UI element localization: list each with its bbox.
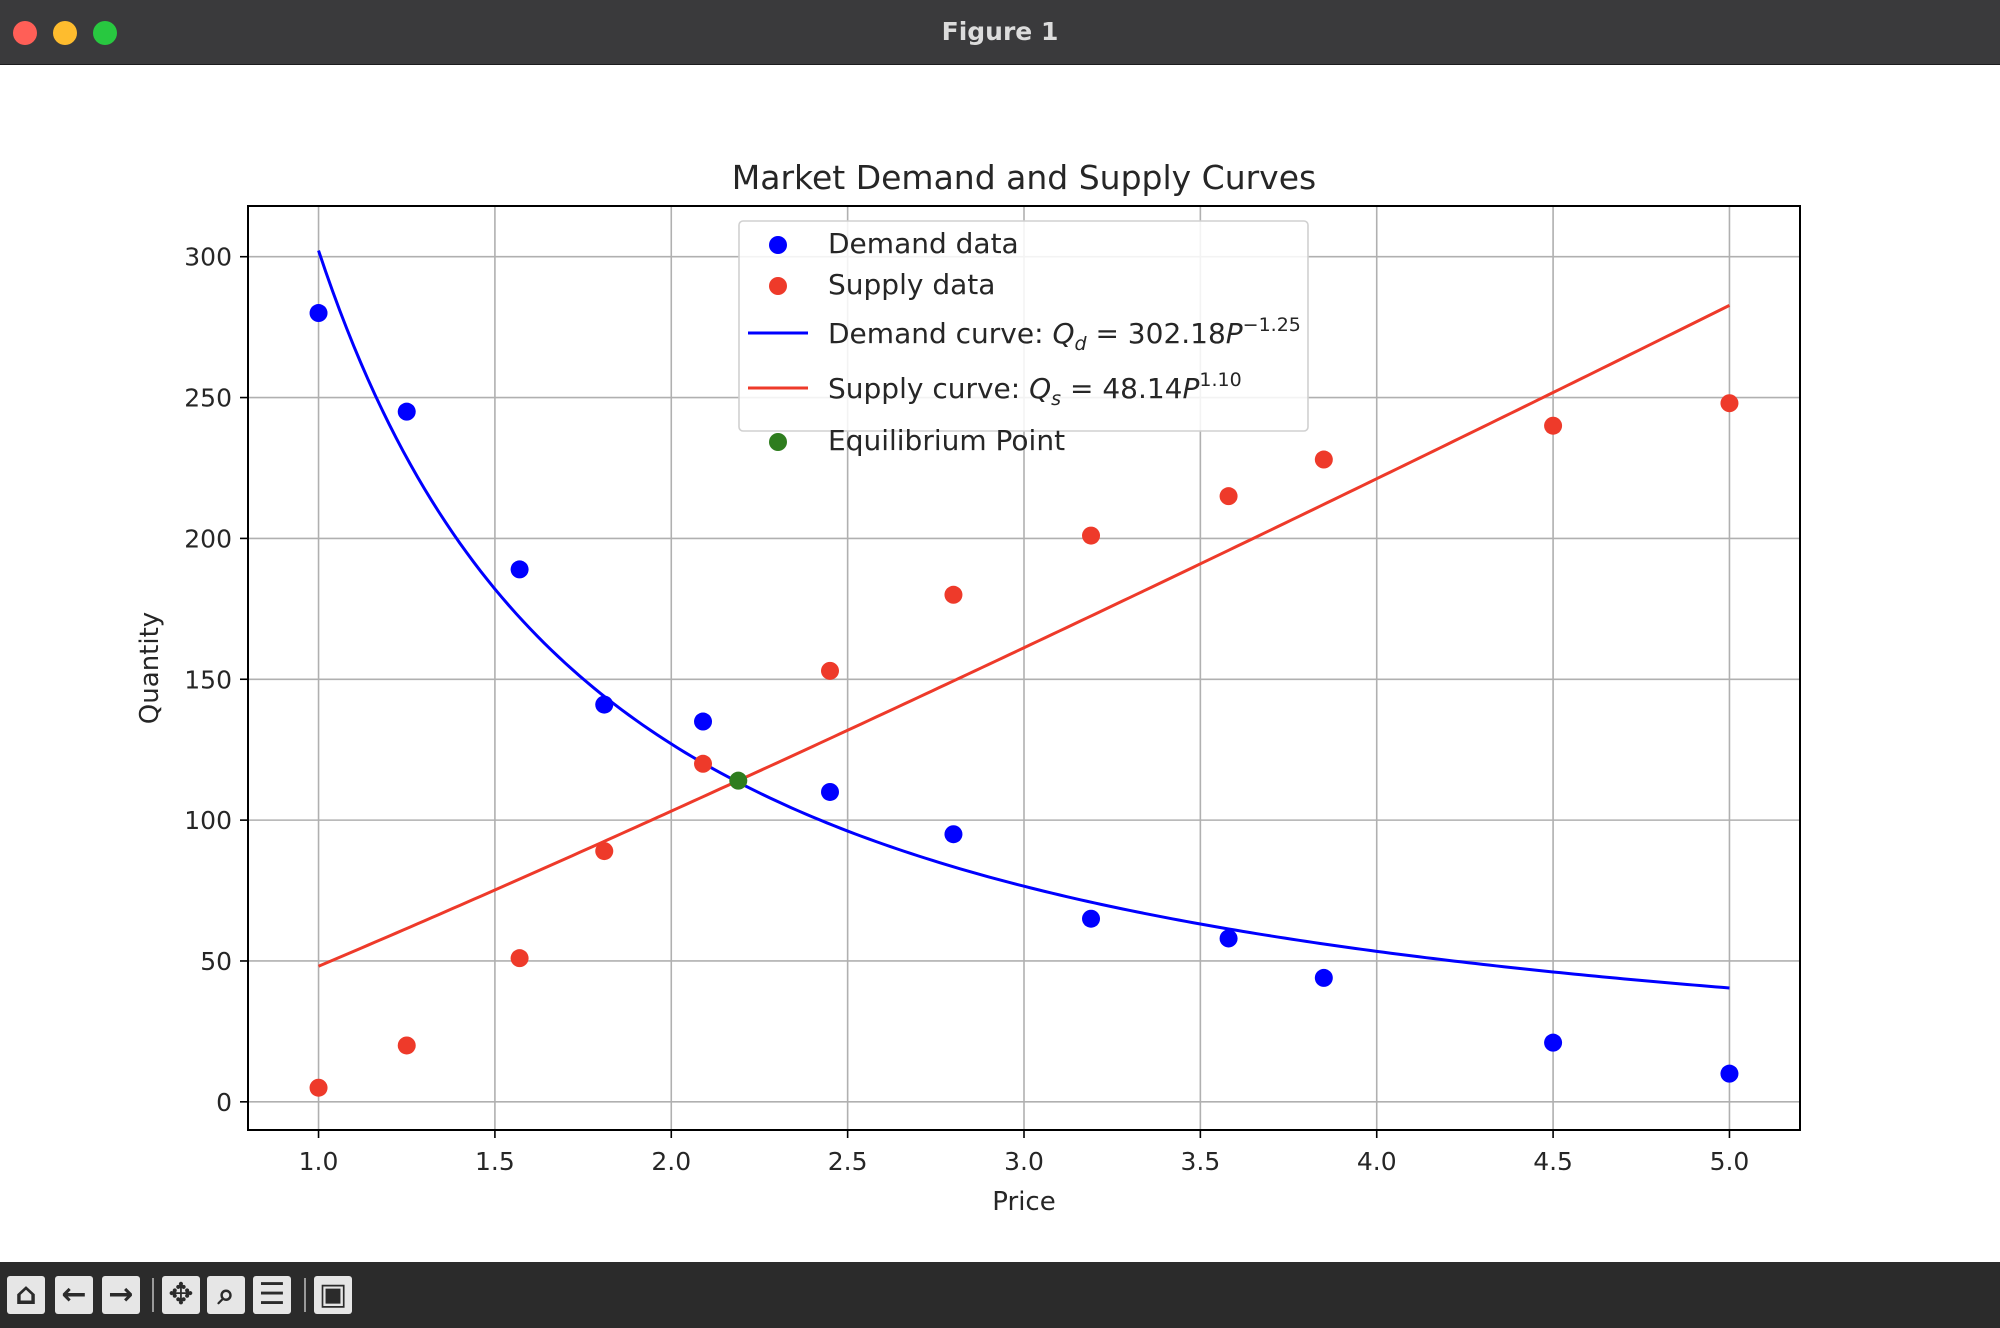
zoom-button[interactable]: ⌕ (207, 1276, 245, 1314)
data-point[interactable] (1314, 450, 1333, 469)
y-tick-label: 100 (184, 806, 232, 835)
data-point[interactable] (1219, 487, 1238, 506)
sliders-icon: ☰ (258, 1277, 286, 1312)
x-tick-label: 3.0 (1004, 1147, 1044, 1176)
data-point[interactable] (694, 712, 713, 731)
series-supply-data (309, 394, 1739, 1097)
data-point[interactable] (1082, 526, 1101, 545)
series-line-302.18 (317, 250, 1730, 990)
data-point[interactable] (944, 825, 963, 844)
series-demand-data (309, 304, 1739, 1083)
forward-button[interactable]: → (102, 1276, 140, 1314)
data-point[interactable] (1544, 416, 1563, 435)
legend-entry-label: Demand data (828, 227, 1019, 260)
x-tick-label: 4.0 (1357, 1147, 1397, 1176)
data-point[interactable] (510, 560, 529, 579)
y-tick-label: 0 (216, 1088, 232, 1117)
data-point[interactable] (510, 949, 529, 968)
arrow-left-icon: ← (61, 1277, 87, 1312)
y-tick-label: 50 (200, 947, 232, 976)
x-tick-label: 5.0 (1710, 1147, 1750, 1176)
magnifier-icon: ⌕ (217, 1277, 235, 1312)
data-point[interactable] (309, 1078, 328, 1097)
home-button[interactable]: ⌂ (7, 1276, 45, 1314)
legend-entry-label: Equilibrium Point (828, 424, 1065, 457)
data-point[interactable] (397, 1036, 416, 1055)
data-point[interactable] (729, 771, 748, 790)
arrow-right-icon: → (108, 1277, 134, 1312)
legend-marker (769, 433, 787, 451)
toolbar-separator (152, 1278, 154, 1312)
x-tick-label: 2.0 (651, 1147, 691, 1176)
close-window-button[interactable] (13, 21, 37, 45)
data-point[interactable] (595, 695, 614, 714)
data-point[interactable] (1219, 929, 1238, 948)
minimize-window-button[interactable] (53, 21, 77, 45)
data-point[interactable] (944, 585, 963, 604)
legend-entry-label: Demand curve: Qd = 302.18P−1.25 (828, 314, 1301, 355)
home-icon: ⌂ (15, 1277, 37, 1312)
y-tick-label: 300 (184, 243, 232, 272)
data-point[interactable] (821, 782, 839, 801)
x-tick-label: 1.5 (475, 1147, 515, 1176)
data-point[interactable] (821, 661, 839, 680)
y-tick-label: 150 (184, 665, 232, 694)
move-icon: ✥ (168, 1277, 194, 1312)
data-point[interactable] (595, 842, 614, 861)
y-tick-label: 250 (184, 384, 232, 413)
x-axis-label: Price (992, 1187, 1055, 1217)
x-tick-label: 3.5 (1180, 1147, 1220, 1176)
series-equilibrium-point (729, 771, 748, 790)
x-tick-label: 2.5 (828, 1147, 868, 1176)
legend-marker (769, 277, 787, 295)
data-point[interactable] (1544, 1033, 1563, 1052)
series-line-48.14 (317, 304, 1731, 968)
data-point[interactable] (694, 754, 713, 773)
chart[interactable]: 1.0 1.5 2.0 2.5 3.0 3.5 4.0 4.5 5.0 0 50 100 150 200 2… (0, 65, 2000, 1262)
legend[interactable]: Demand data Supply data Demand curve: Qd =… (738, 220, 1309, 457)
maximize-window-button[interactable] (93, 21, 117, 45)
figure-canvas[interactable]: 1.0 1.5 2.0 2.5 3.0 3.5 4.0 4.5 5.0 0 50 100 150 200 2… (0, 65, 2000, 1262)
pan-button[interactable]: ✥ (162, 1276, 200, 1314)
legend-box (738, 220, 1309, 432)
data-point[interactable] (1082, 909, 1101, 928)
data-point[interactable] (309, 304, 328, 323)
toolbar-separator (304, 1278, 306, 1312)
legend-entry-label: Supply data (828, 268, 995, 301)
chart-title: Market Demand and Supply Curves (732, 158, 1316, 197)
window-title: Figure 1 (941, 17, 1059, 46)
configure-subplots-button[interactable]: ☰ (253, 1276, 291, 1314)
save-button[interactable]: ▣ (314, 1276, 352, 1314)
back-button[interactable]: ← (55, 1276, 93, 1314)
x-tick-label: 1.0 (299, 1147, 339, 1176)
legend-entry-label: Supply curve: Qs = 48.14P1.10 (828, 369, 1242, 410)
y-tick-label: 200 (184, 524, 232, 553)
x-tick-label: 4.5 (1533, 1147, 1573, 1176)
data-point[interactable] (1314, 968, 1333, 987)
legend-marker (769, 236, 787, 254)
navigation-toolbar: ⌂ ← → ✥ ⌕ ☰ ▣ (0, 1262, 2000, 1328)
floppy-disk-icon: ▣ (318, 1277, 348, 1312)
grid (248, 206, 1800, 1130)
data-point[interactable] (1720, 1064, 1739, 1083)
title-bar[interactable]: Figure 1 (0, 0, 2000, 65)
data-point[interactable] (1720, 394, 1739, 413)
y-axis-label: Quantity (135, 612, 165, 724)
data-point[interactable] (397, 402, 416, 421)
